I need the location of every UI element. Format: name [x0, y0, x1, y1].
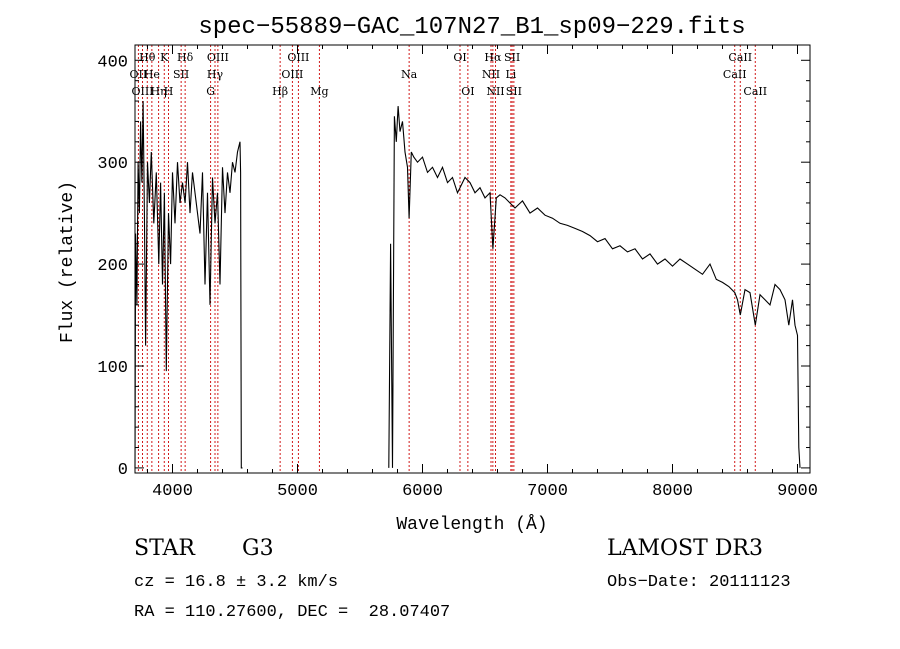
axis-ticks: 4000 5000 6000 7000 8000 9000 0 100 200 300 400 — [97, 45, 818, 501]
line-label: CaII — [723, 68, 747, 81]
chart-title: spec−55889−GAC_107N27_B1_sp09−229.fits — [198, 14, 745, 41]
x-axis-label: Wavelength (Å) — [396, 514, 547, 535]
line-label: He — [144, 68, 160, 81]
x-tick-label: 7000 — [527, 482, 568, 501]
line-label: OIII — [131, 85, 153, 98]
y-tick-label: 200 — [97, 257, 128, 276]
line-labels: Hθ OII OIII He Hη K SII H Hδ OIII Hγ G Hβ OIII OIII Mg N… — [130, 51, 768, 98]
survey-name: LAMOST DR3 — [607, 536, 763, 561]
line-label: CaII — [743, 85, 767, 98]
line-label: CaII — [728, 51, 752, 64]
line-label: SII — [504, 51, 520, 64]
line-label: NII — [486, 85, 504, 98]
coordinates: RA = 110.27600, DEC = 28.07407 — [134, 603, 451, 622]
line-label: Hδ — [177, 51, 194, 64]
line-label: Hη — [151, 85, 167, 98]
line-label: OIII — [281, 68, 303, 81]
line-label: OI — [453, 51, 466, 64]
object-subclass: G3 — [242, 536, 274, 561]
y-tick-label: 300 — [97, 155, 128, 174]
line-label: OI — [461, 85, 474, 98]
obs-date: Obs−Date: 20111123 — [607, 573, 791, 592]
line-label: Hγ — [207, 68, 224, 81]
spectrum-segment — [388, 106, 801, 468]
line-label: SII — [173, 68, 189, 81]
x-tick-label: 5000 — [277, 482, 318, 501]
line-label: NII — [482, 68, 500, 81]
line-label: SII — [506, 85, 522, 98]
spectrum-series — [134, 100, 801, 469]
line-label: Mg — [310, 85, 328, 98]
line-label: Hα — [484, 51, 502, 64]
line-label: Li — [505, 68, 516, 81]
object-class: STAR — [134, 536, 195, 561]
x-tick-label: 8000 — [652, 482, 693, 501]
y-tick-label: 400 — [97, 53, 128, 72]
line-label: K — [160, 51, 169, 64]
redshift-text: cz = 16.8 ± 3.2 km/s — [134, 573, 339, 592]
line-label: OII — [130, 68, 148, 81]
spectrum-segment — [134, 100, 243, 469]
y-tick-label: 100 — [97, 359, 128, 378]
line-label: Hβ — [272, 85, 288, 98]
x-tick-label: 4000 — [152, 482, 193, 501]
line-markers — [137, 45, 756, 473]
line-label: Hθ — [139, 51, 156, 64]
x-tick-label: 6000 — [402, 482, 443, 501]
line-label: OIII — [287, 51, 309, 64]
y-tick-label: 0 — [118, 461, 128, 480]
y-axis-label: Flux (relative) — [58, 181, 78, 343]
line-label: H — [164, 85, 174, 98]
line-label: G — [206, 85, 215, 98]
line-label: OIII — [207, 51, 229, 64]
x-tick-label: 9000 — [777, 482, 818, 501]
plot-frame — [134, 44, 811, 474]
line-label: Na — [401, 68, 418, 81]
